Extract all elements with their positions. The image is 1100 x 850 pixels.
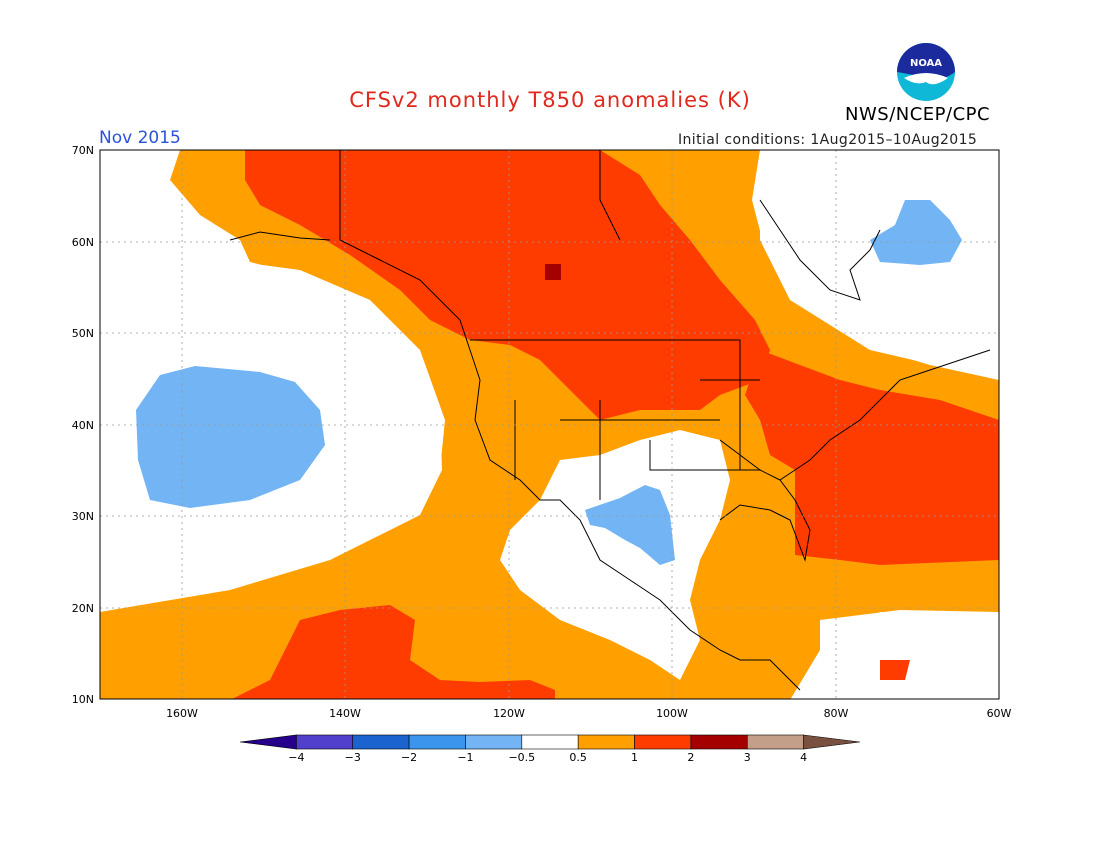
- colorbar: −4 −3 −2 −1 −0.5 0.5 1 2 3 4: [239, 734, 861, 764]
- colorbar-segment: [465, 734, 523, 750]
- lat-label: 50N: [72, 327, 94, 340]
- lat-label: 70N: [72, 144, 94, 157]
- colorbar-segment: [690, 734, 748, 750]
- lat-label: 30N: [72, 510, 94, 523]
- lon-label: 120W: [493, 707, 525, 720]
- longitude-labels: 160W 140W 120W 100W 80W 60W: [166, 707, 1011, 720]
- colorbar-segment: [803, 734, 861, 750]
- lon-label: 80W: [824, 707, 849, 720]
- colorbar-tick-label: 2: [687, 751, 694, 764]
- lat-label: 60N: [72, 236, 94, 249]
- us-east-warm-anomaly: [745, 350, 999, 565]
- lat-label: 40N: [72, 419, 94, 432]
- initial-conditions: Initial conditions: 1Aug2015–10Aug2015: [678, 132, 978, 148]
- latitude-labels: 70N 60N 50N 40N 30N 20N 10N: [72, 144, 94, 706]
- lat-label: 10N: [72, 693, 94, 706]
- noaa-logo-icon: NOAA: [897, 43, 955, 101]
- north-pacific-cool-anomaly: [136, 366, 325, 508]
- colorbar-segment: [239, 734, 297, 750]
- colorbar-tick-label: 1: [631, 751, 638, 764]
- colorbar-tick-label: 0.5: [569, 751, 587, 764]
- canada-warm-anomaly: [245, 150, 770, 420]
- colorbar-tick-label: −2: [401, 751, 417, 764]
- lon-label: 100W: [656, 707, 688, 720]
- texas-cool-anomaly: [585, 485, 675, 565]
- colorbar-segment: [296, 734, 354, 750]
- valid-month: Nov 2015: [99, 128, 181, 148]
- region-white-caribbean: [820, 610, 999, 690]
- colorbar-tick-label: −3: [345, 751, 361, 764]
- dark-red-spot: [545, 264, 561, 280]
- region-orange-main: [100, 150, 999, 699]
- colorbar-segment: [521, 734, 579, 750]
- colorbar-tick-label: −0.5: [508, 751, 535, 764]
- region-white-southwest: [500, 430, 730, 680]
- pacific-tropical-warm-anomaly: [232, 605, 555, 699]
- colorbar-tick-label: 4: [800, 751, 807, 764]
- lon-label: 160W: [166, 707, 198, 720]
- lon-label: 60W: [987, 707, 1012, 720]
- colorbar-tick-label: −4: [288, 751, 304, 764]
- colorbar-tick-label: 3: [744, 751, 751, 764]
- colorbar-segment: [634, 734, 692, 750]
- logo-text: NOAA: [910, 58, 942, 69]
- lon-label: 140W: [329, 707, 361, 720]
- chart-title: CFSv2 monthly T850 anomalies (K): [349, 88, 751, 112]
- colorbar-segment: [408, 734, 466, 750]
- colorbar-tick-label: −1: [457, 751, 473, 764]
- colorbar-segment: [577, 734, 635, 750]
- organization-label: NWS/NCEP/CPC: [845, 104, 991, 125]
- colorbar-segment: [352, 734, 410, 750]
- colorbar-segment: [746, 734, 804, 750]
- lat-label: 20N: [72, 602, 94, 615]
